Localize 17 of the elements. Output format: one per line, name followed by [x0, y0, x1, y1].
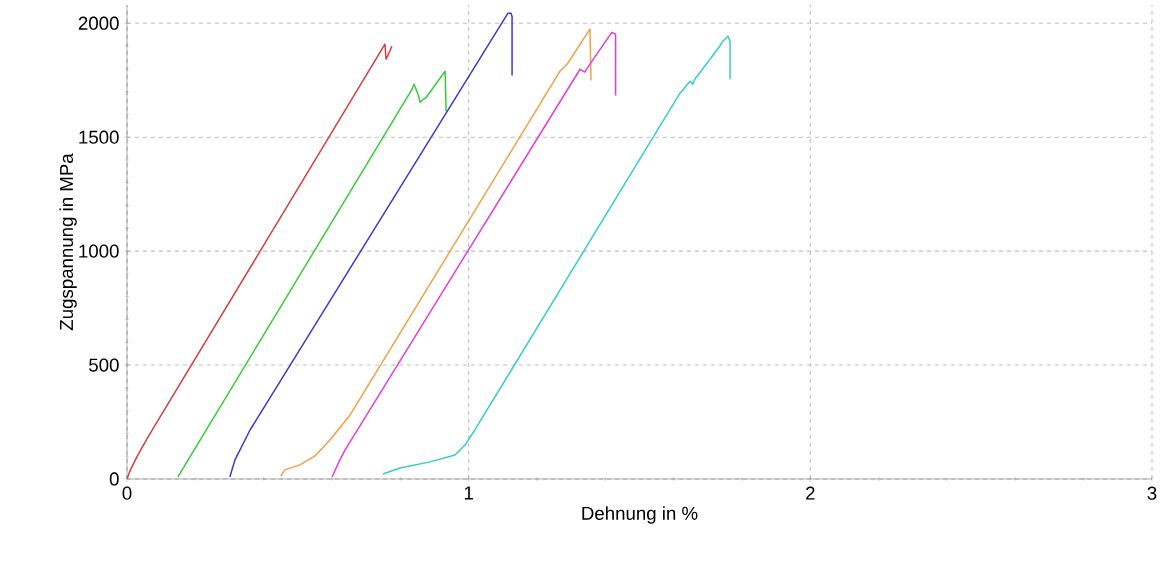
x-tick-label: 1 — [464, 486, 473, 500]
x-tick-label: 0 — [122, 486, 132, 500]
x-axis-title: Dehnung in % — [582, 506, 698, 524]
x-tick-label: 3 — [1147, 486, 1157, 500]
y-tick-label: 1000 — [79, 244, 119, 258]
y-tick-label: 0 — [109, 472, 119, 486]
line-series — [331, 31, 617, 478]
line-series — [177, 70, 447, 478]
line-series — [280, 28, 592, 477]
y-tick-label: 2000 — [78, 16, 119, 30]
x-tick-label: 2 — [806, 486, 815, 500]
line-series — [382, 35, 731, 475]
y-tick-label: 1500 — [79, 130, 119, 144]
y-tick-label: 500 — [89, 358, 119, 372]
y-axis-title: Zugspannung in MPa — [59, 153, 77, 331]
line-series — [127, 43, 393, 479]
line-series — [229, 12, 513, 478]
